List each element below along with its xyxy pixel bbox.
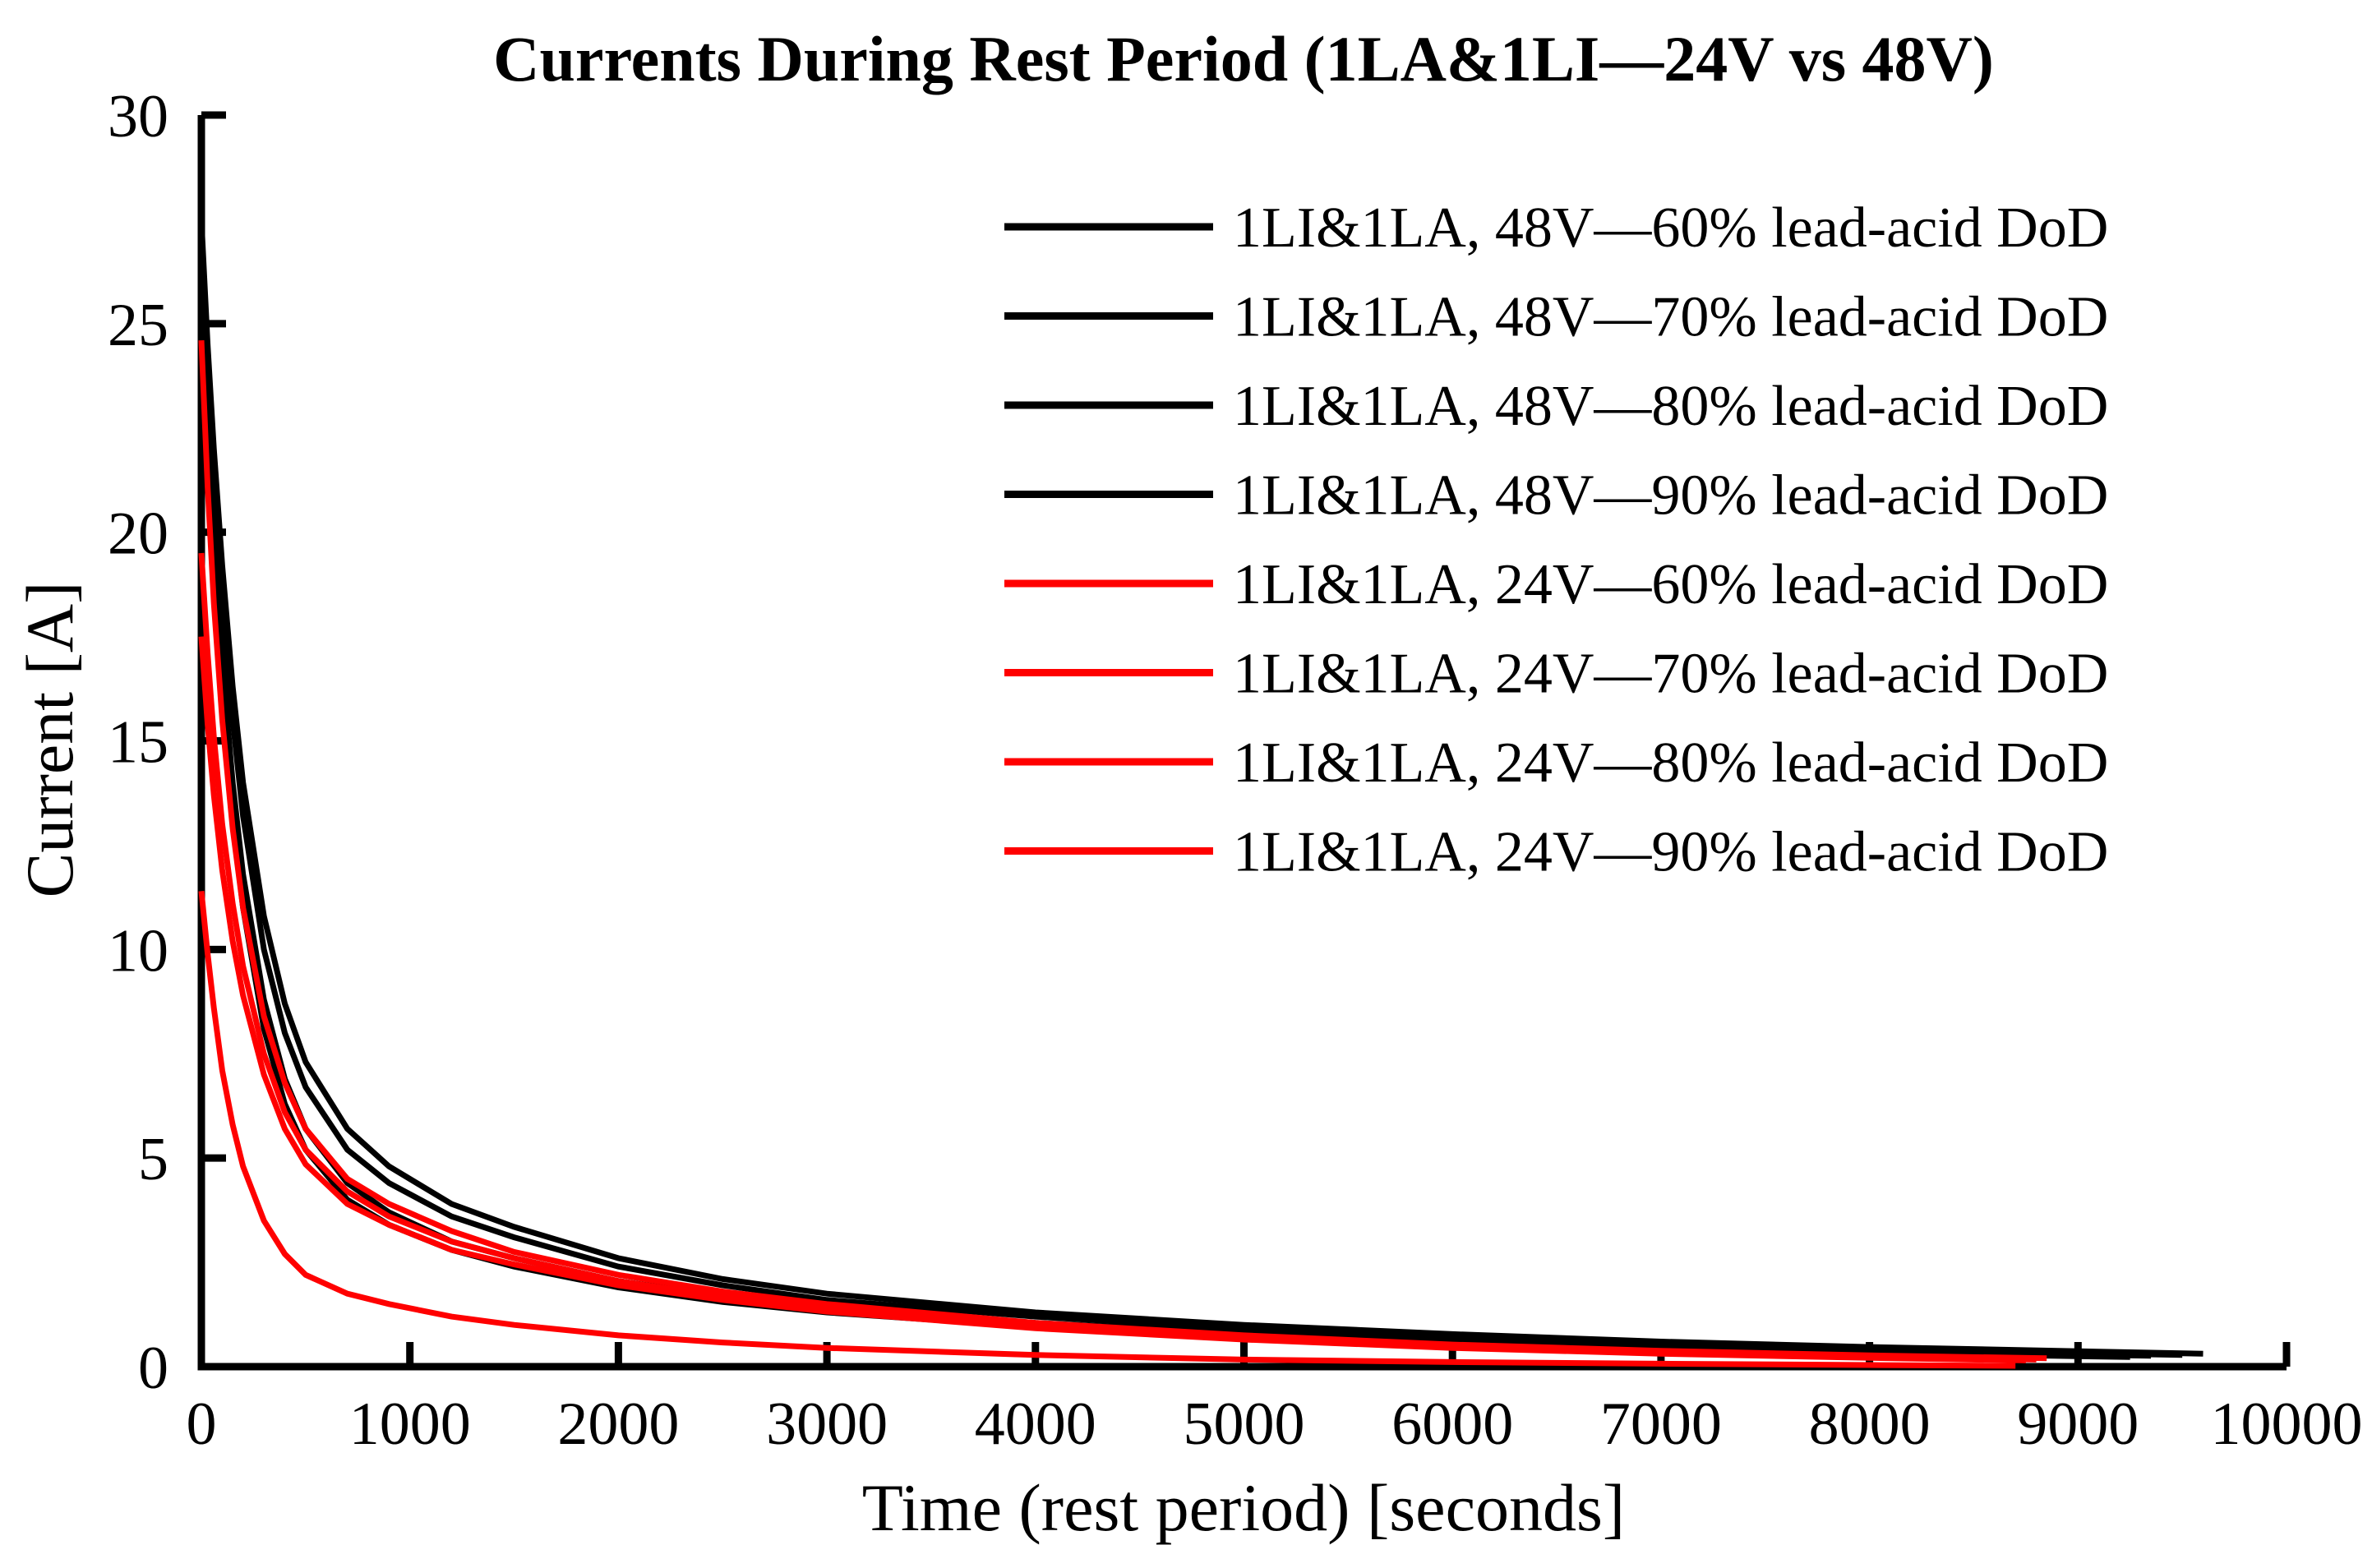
x-tick-label: 8000 <box>1809 1390 1931 1458</box>
legend-item: 1LI&1LA, 48V—70% lead-acid DoD <box>1004 286 2108 349</box>
legend-item: 1LI&1LA, 24V—90% lead-acid DoD <box>1004 821 2108 884</box>
x-tick-label: 7000 <box>1600 1390 1722 1458</box>
y-tick-label: 0 <box>138 1335 168 1402</box>
legend-label: 1LI&1LA, 48V—90% lead-acid DoD <box>1233 464 2108 528</box>
x-tick-label: 4000 <box>975 1390 1096 1458</box>
legend-item: 1LI&1LA, 48V—80% lead-acid DoD <box>1004 375 2108 438</box>
series-line-24v-80 <box>198 636 2026 1363</box>
series-line-48v-80 <box>198 281 2152 1359</box>
y-tick-label: 15 <box>108 709 168 777</box>
legend: 1LI&1LA, 48V—60% lead-acid DoD 1LI&1LA, 4… <box>1004 196 2108 884</box>
series-line-48v-70 <box>198 240 2183 1358</box>
axes: 0 1000 2000 3000 4000 5000 6000 7000 8000 9000 100… <box>108 83 2363 1458</box>
series-line-24v-90 <box>198 890 2016 1369</box>
x-tick-label: 6000 <box>1391 1390 1513 1458</box>
x-tick-label: 0 <box>187 1390 217 1458</box>
x-tick-label: 10000 <box>2211 1390 2363 1458</box>
curve-series-group <box>198 219 2204 1369</box>
legend-label: 1LI&1LA, 24V—90% lead-acid DoD <box>1233 821 2108 884</box>
chart-title: Currents During Rest Period (1LA&1LI—24V… <box>493 23 1994 95</box>
legend-label: 1LI&1LA, 48V—70% lead-acid DoD <box>1233 286 2108 349</box>
x-tick-label: 3000 <box>766 1390 888 1458</box>
y-tick-label: 5 <box>138 1126 168 1193</box>
legend-label: 1LI&1LA, 48V—60% lead-acid DoD <box>1233 196 2108 260</box>
y-tick-label: 30 <box>108 83 168 150</box>
legend-item: 1LI&1LA, 48V—90% lead-acid DoD <box>1004 464 2108 528</box>
x-tick-label: 9000 <box>2017 1390 2139 1458</box>
legend-item: 1LI&1LA, 24V—70% lead-acid DoD <box>1004 643 2108 706</box>
x-tick-label: 2000 <box>557 1390 679 1458</box>
legend-item: 1LI&1LA, 24V—60% lead-acid DoD <box>1004 553 2108 616</box>
legend-item: 1LI&1LA, 24V—80% lead-acid DoD <box>1004 731 2108 795</box>
y-tick-label: 25 <box>108 292 168 359</box>
y-axis-label: Current [A] <box>12 582 87 898</box>
legend-item: 1LI&1LA, 48V—60% lead-acid DoD <box>1004 196 2108 260</box>
x-axis-label: Time (rest period) [seconds] <box>862 1470 1625 1545</box>
x-tick-label: 5000 <box>1184 1390 1305 1458</box>
x-tick-label: 1000 <box>349 1390 471 1458</box>
legend-label: 1LI&1LA, 24V—70% lead-acid DoD <box>1233 643 2108 706</box>
legend-label: 1LI&1LA, 48V—80% lead-acid DoD <box>1233 375 2108 438</box>
y-tick-label: 10 <box>108 917 168 985</box>
legend-label: 1LI&1LA, 24V—60% lead-acid DoD <box>1233 553 2108 616</box>
y-tick-label: 20 <box>108 500 168 568</box>
legend-label: 1LI&1LA, 24V—80% lead-acid DoD <box>1233 731 2108 795</box>
